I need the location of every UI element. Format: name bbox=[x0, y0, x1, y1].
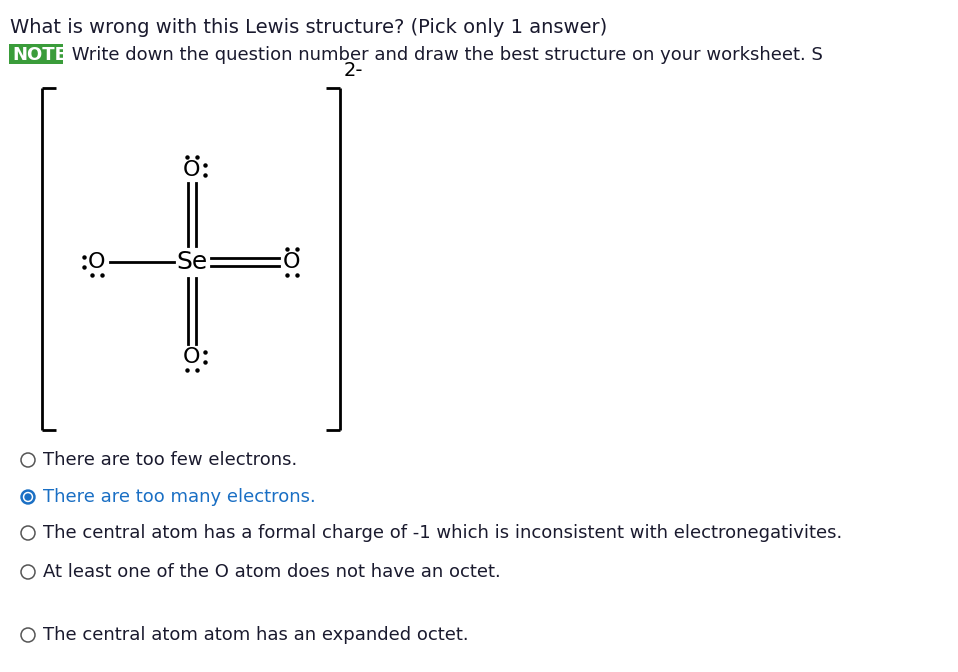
FancyBboxPatch shape bbox=[9, 44, 63, 64]
Text: O: O bbox=[284, 252, 301, 272]
Circle shape bbox=[24, 493, 33, 501]
Text: There are too many electrons.: There are too many electrons. bbox=[43, 488, 316, 506]
Text: Se: Se bbox=[176, 250, 208, 274]
Text: 2-: 2- bbox=[344, 61, 363, 80]
Text: O: O bbox=[183, 347, 201, 367]
Text: NOTE:: NOTE: bbox=[12, 46, 74, 64]
Text: O: O bbox=[88, 252, 105, 272]
Text: At least one of the O atom does not have an octet.: At least one of the O atom does not have… bbox=[43, 563, 501, 581]
Text: What is wrong with this Lewis structure? (Pick only 1 answer): What is wrong with this Lewis structure?… bbox=[10, 18, 607, 37]
Circle shape bbox=[25, 494, 31, 500]
Text: The central atom atom has an expanded octet.: The central atom atom has an expanded oc… bbox=[43, 626, 468, 644]
Circle shape bbox=[21, 490, 35, 504]
Text: There are too few electrons.: There are too few electrons. bbox=[43, 451, 297, 469]
Text: The central atom has a formal charge of -1 which is inconsistent with electroneg: The central atom has a formal charge of … bbox=[43, 524, 842, 542]
Text: Write down the question number and draw the best structure on your worksheet. S: Write down the question number and draw … bbox=[66, 46, 823, 64]
Text: O: O bbox=[183, 160, 201, 180]
